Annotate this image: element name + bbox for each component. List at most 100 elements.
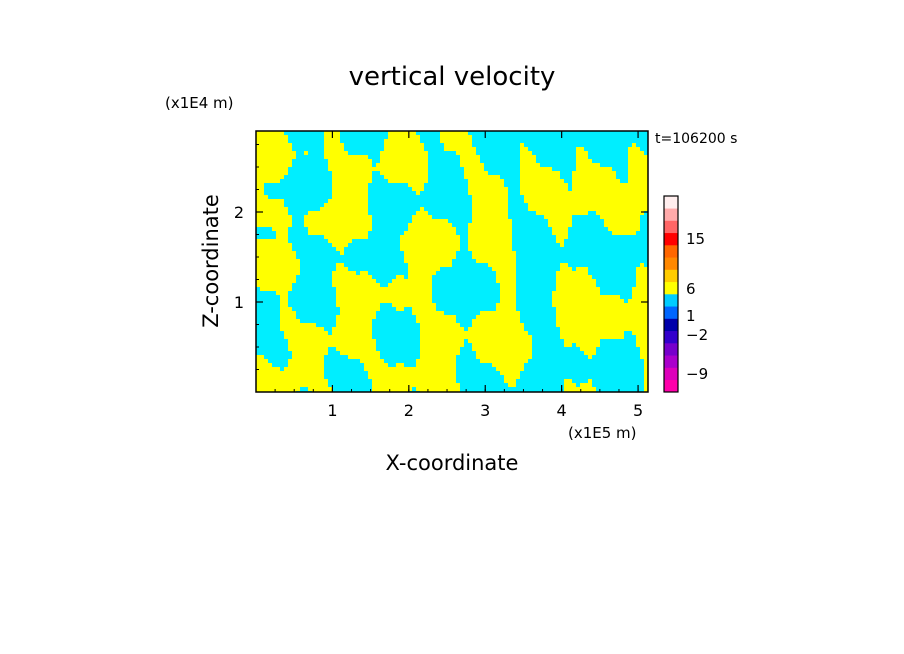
field-cell bbox=[280, 315, 297, 320]
field-cell bbox=[636, 279, 648, 284]
field-cell bbox=[564, 339, 601, 344]
field-cell bbox=[576, 163, 601, 168]
field-cell bbox=[572, 179, 621, 184]
field-cell bbox=[300, 387, 309, 392]
field-cell bbox=[392, 279, 433, 284]
field-cell bbox=[456, 363, 493, 368]
field-cell bbox=[604, 219, 641, 224]
field-cell bbox=[624, 299, 629, 304]
field-cell bbox=[644, 359, 648, 364]
field-cell bbox=[336, 295, 433, 300]
field-cell bbox=[336, 323, 373, 328]
field-cell bbox=[336, 315, 377, 320]
colorbar-band bbox=[664, 306, 678, 319]
field-cell bbox=[368, 191, 417, 196]
field-cell bbox=[384, 147, 425, 152]
field-cell bbox=[256, 151, 297, 156]
field-cell bbox=[420, 339, 465, 344]
colorbar-frame bbox=[663, 195, 679, 393]
field-cell bbox=[256, 183, 265, 188]
field-cell bbox=[476, 147, 521, 152]
field-cell bbox=[520, 191, 648, 196]
field-cell bbox=[556, 315, 648, 320]
field-cell bbox=[504, 179, 521, 184]
field-cell bbox=[368, 271, 409, 276]
field-cell bbox=[460, 347, 473, 352]
field-cell bbox=[408, 275, 433, 280]
field-cell bbox=[380, 283, 389, 288]
field-cell bbox=[400, 243, 461, 248]
field-cell bbox=[368, 211, 417, 216]
field-cell bbox=[344, 251, 405, 256]
field-cell bbox=[616, 175, 629, 180]
field-cell bbox=[404, 259, 453, 264]
field-cell bbox=[256, 215, 293, 220]
field-cell bbox=[340, 311, 377, 316]
field-cell bbox=[288, 239, 329, 244]
field-cell bbox=[256, 143, 293, 148]
field-cell bbox=[404, 363, 417, 368]
field-cell bbox=[568, 183, 573, 188]
field-cell bbox=[420, 335, 533, 340]
field-cell bbox=[376, 279, 393, 284]
field-cell bbox=[564, 387, 597, 392]
field-cell bbox=[456, 379, 505, 384]
field-cell bbox=[324, 363, 365, 368]
y-axis: 12 bbox=[234, 144, 648, 370]
field-cell bbox=[460, 383, 509, 388]
field-cell bbox=[552, 231, 569, 236]
field-cell bbox=[256, 267, 301, 272]
field-cell bbox=[396, 307, 405, 312]
field-cell bbox=[520, 319, 557, 324]
field-cell bbox=[256, 131, 285, 136]
field-cell bbox=[372, 163, 377, 168]
field-cell bbox=[576, 167, 613, 172]
field-cell bbox=[564, 239, 648, 244]
field-cell bbox=[428, 167, 465, 172]
field-cell bbox=[472, 343, 533, 348]
colorbar-band bbox=[664, 269, 678, 283]
field-cell bbox=[456, 231, 469, 236]
field-cell bbox=[468, 235, 513, 240]
field-cell bbox=[256, 339, 289, 344]
field-cell bbox=[456, 251, 473, 256]
field-cell bbox=[292, 243, 333, 248]
field-cell bbox=[456, 359, 481, 364]
field-cell bbox=[636, 343, 648, 348]
colorbar-band bbox=[664, 379, 678, 393]
field-cell bbox=[280, 307, 293, 312]
field-cell bbox=[432, 299, 501, 304]
field-cell bbox=[460, 159, 481, 164]
field-cell bbox=[428, 179, 469, 184]
field-cell bbox=[588, 379, 593, 384]
field-cell bbox=[328, 379, 373, 384]
field-cell bbox=[516, 299, 553, 304]
field-cell bbox=[412, 307, 437, 312]
field-cell bbox=[420, 355, 457, 360]
field-cell bbox=[460, 163, 485, 168]
field-cell bbox=[328, 199, 369, 204]
field-cell bbox=[628, 167, 648, 172]
field-cell bbox=[472, 143, 521, 148]
field-cell bbox=[256, 139, 289, 144]
field-cell bbox=[472, 215, 509, 220]
field-cell bbox=[620, 179, 629, 184]
field-cell bbox=[420, 135, 441, 140]
field-cell bbox=[268, 359, 289, 364]
chart-title: vertical velocity bbox=[349, 62, 556, 92]
field-cell bbox=[416, 315, 457, 320]
field-cell bbox=[288, 343, 377, 348]
field-cell bbox=[336, 287, 433, 292]
field-cell bbox=[456, 255, 473, 260]
field-cell bbox=[628, 171, 648, 176]
field-cell bbox=[408, 267, 441, 272]
field-cell bbox=[484, 163, 521, 168]
field-cell bbox=[332, 179, 373, 184]
field-cell bbox=[456, 367, 497, 372]
colorbar-band bbox=[664, 355, 678, 368]
field-cell bbox=[264, 191, 333, 196]
field-cell bbox=[592, 379, 645, 384]
field-cell bbox=[580, 347, 597, 352]
field-cell bbox=[296, 251, 341, 256]
field-cell bbox=[516, 251, 648, 256]
